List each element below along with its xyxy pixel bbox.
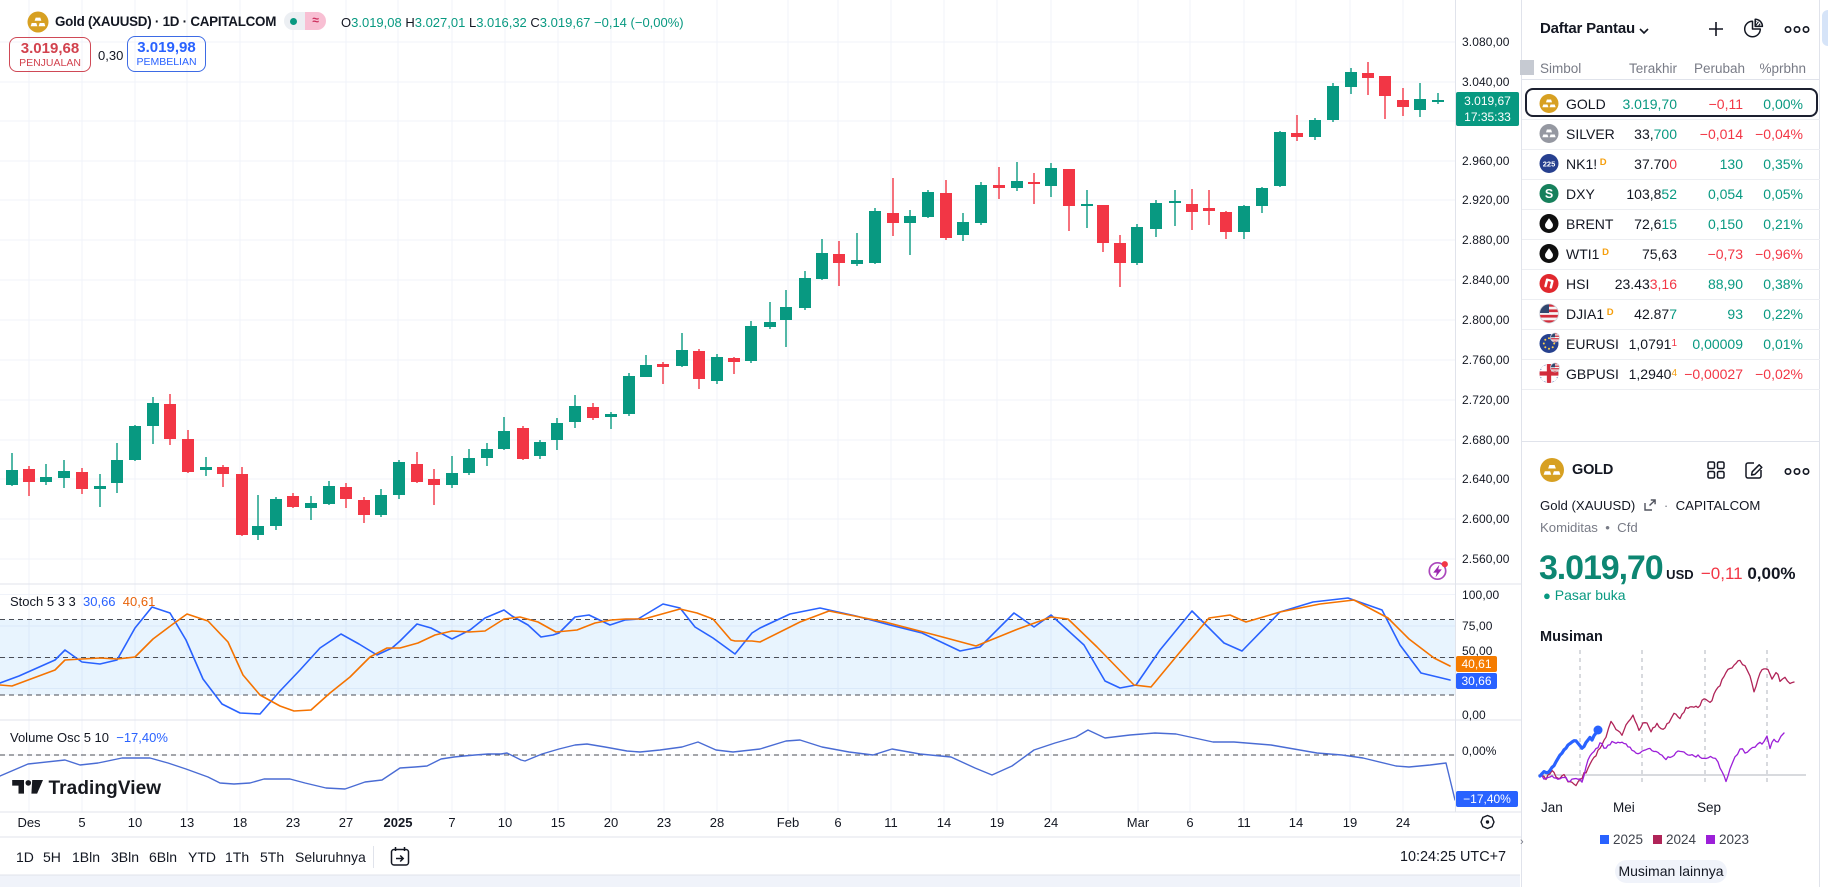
svg-text:TradingView: TradingView <box>49 778 162 799</box>
svg-text:225: 225 <box>1543 159 1556 168</box>
svg-text:S: S <box>1545 187 1553 201</box>
